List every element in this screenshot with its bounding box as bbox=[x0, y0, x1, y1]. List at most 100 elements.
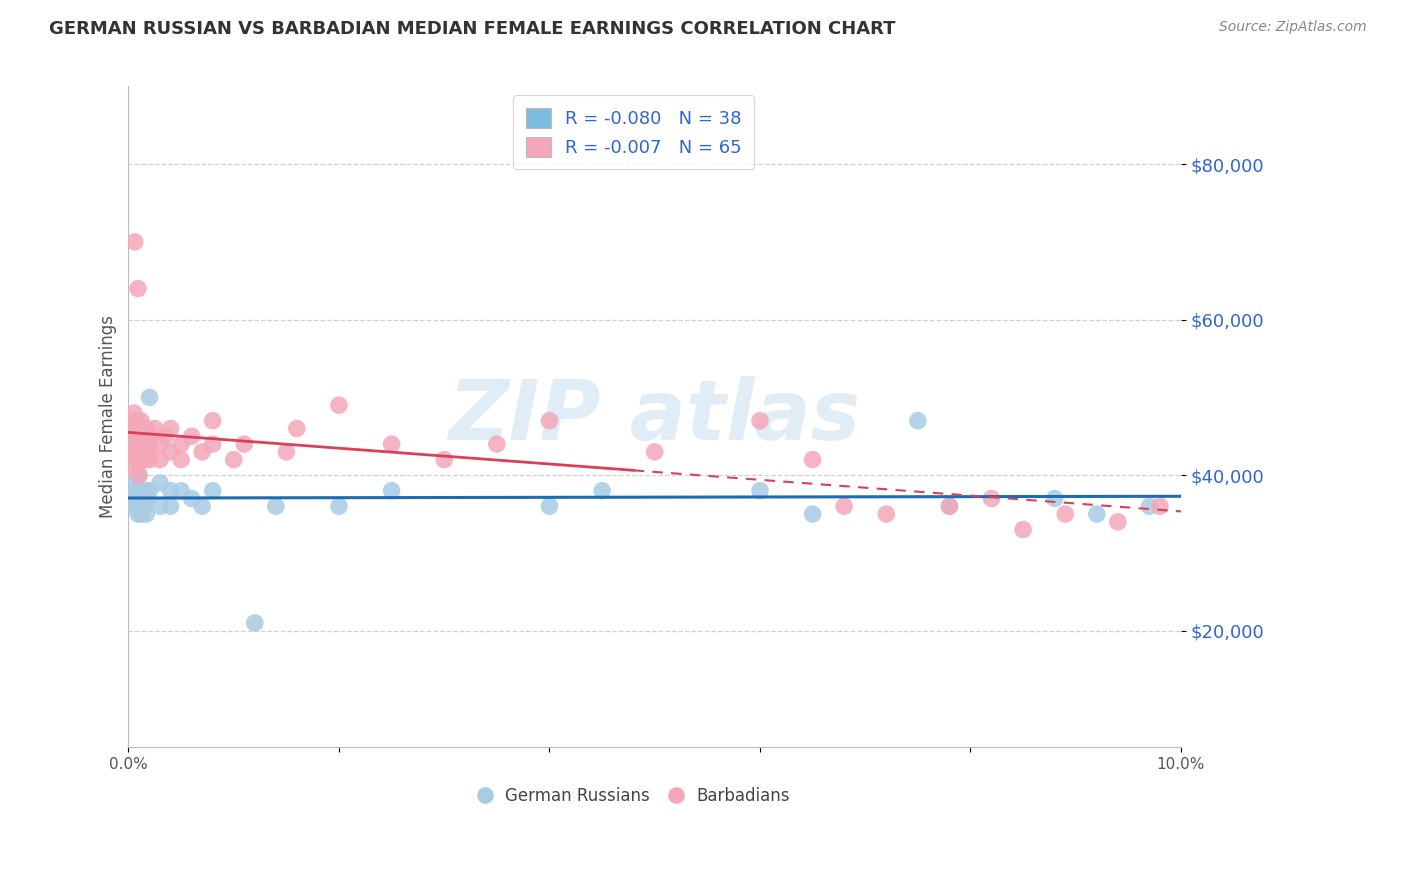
Point bbox=[121, 460, 143, 475]
Point bbox=[801, 507, 824, 521]
Point bbox=[138, 391, 160, 405]
Point bbox=[125, 437, 148, 451]
Point bbox=[128, 500, 150, 514]
Point bbox=[801, 452, 824, 467]
Point bbox=[538, 414, 561, 428]
Point bbox=[170, 452, 193, 467]
Point bbox=[134, 452, 156, 467]
Text: ZIP atlas: ZIP atlas bbox=[449, 376, 860, 458]
Point bbox=[233, 437, 256, 451]
Point bbox=[125, 500, 148, 514]
Point bbox=[127, 452, 149, 467]
Text: GERMAN RUSSIAN VS BARBADIAN MEDIAN FEMALE EARNINGS CORRELATION CHART: GERMAN RUSSIAN VS BARBADIAN MEDIAN FEMAL… bbox=[49, 20, 896, 37]
Point bbox=[136, 437, 159, 451]
Point bbox=[191, 500, 214, 514]
Point bbox=[285, 421, 308, 435]
Point bbox=[222, 452, 245, 467]
Point bbox=[122, 475, 145, 490]
Point bbox=[134, 483, 156, 498]
Point bbox=[138, 437, 160, 451]
Point bbox=[131, 491, 153, 506]
Point bbox=[128, 429, 150, 443]
Point bbox=[128, 483, 150, 498]
Point bbox=[129, 445, 152, 459]
Point bbox=[134, 437, 156, 451]
Point bbox=[1012, 523, 1035, 537]
Point bbox=[134, 429, 156, 443]
Point bbox=[155, 429, 177, 443]
Point bbox=[127, 507, 149, 521]
Point bbox=[129, 483, 152, 498]
Point bbox=[122, 406, 145, 420]
Point bbox=[191, 445, 214, 459]
Point bbox=[129, 421, 152, 435]
Point bbox=[149, 500, 172, 514]
Point bbox=[124, 429, 146, 443]
Point bbox=[131, 429, 153, 443]
Point bbox=[180, 491, 202, 506]
Point bbox=[749, 414, 772, 428]
Point bbox=[125, 414, 148, 428]
Point bbox=[381, 437, 404, 451]
Point bbox=[124, 452, 146, 467]
Point bbox=[129, 507, 152, 521]
Point bbox=[159, 500, 181, 514]
Point bbox=[538, 500, 561, 514]
Point bbox=[644, 445, 666, 459]
Point bbox=[138, 445, 160, 459]
Point bbox=[180, 429, 202, 443]
Point bbox=[328, 500, 350, 514]
Point bbox=[1085, 507, 1108, 521]
Point bbox=[170, 483, 193, 498]
Point bbox=[134, 445, 156, 459]
Point bbox=[832, 500, 855, 514]
Point bbox=[121, 445, 143, 459]
Point bbox=[980, 491, 1002, 506]
Point bbox=[128, 445, 150, 459]
Point bbox=[1149, 500, 1171, 514]
Point bbox=[1139, 500, 1161, 514]
Point bbox=[201, 483, 224, 498]
Point bbox=[135, 421, 157, 435]
Point bbox=[149, 452, 172, 467]
Point bbox=[149, 475, 172, 490]
Point bbox=[938, 500, 960, 514]
Point bbox=[381, 483, 404, 498]
Point bbox=[143, 421, 166, 435]
Point bbox=[129, 437, 152, 451]
Point bbox=[1054, 507, 1077, 521]
Point bbox=[132, 437, 155, 451]
Point bbox=[1043, 491, 1066, 506]
Point bbox=[134, 500, 156, 514]
Point bbox=[127, 281, 149, 295]
Point bbox=[433, 452, 456, 467]
Text: Source: ZipAtlas.com: Source: ZipAtlas.com bbox=[1219, 20, 1367, 34]
Point bbox=[328, 398, 350, 412]
Point bbox=[131, 452, 153, 467]
Point bbox=[138, 429, 160, 443]
Point bbox=[159, 421, 181, 435]
Point bbox=[138, 483, 160, 498]
Point bbox=[243, 615, 266, 630]
Point bbox=[907, 414, 929, 428]
Point bbox=[149, 437, 172, 451]
Point bbox=[591, 483, 613, 498]
Point bbox=[125, 445, 148, 459]
Point bbox=[125, 421, 148, 435]
Point bbox=[159, 483, 181, 498]
Point bbox=[129, 414, 152, 428]
Point bbox=[121, 421, 143, 435]
Point bbox=[485, 437, 508, 451]
Point bbox=[132, 421, 155, 435]
Point bbox=[159, 445, 181, 459]
Point bbox=[201, 414, 224, 428]
Point bbox=[170, 437, 193, 451]
Point bbox=[136, 491, 159, 506]
Point bbox=[1107, 515, 1129, 529]
Point bbox=[875, 507, 897, 521]
Point bbox=[128, 468, 150, 483]
Point bbox=[938, 500, 960, 514]
Point bbox=[125, 483, 148, 498]
Point bbox=[128, 468, 150, 483]
Point bbox=[138, 452, 160, 467]
